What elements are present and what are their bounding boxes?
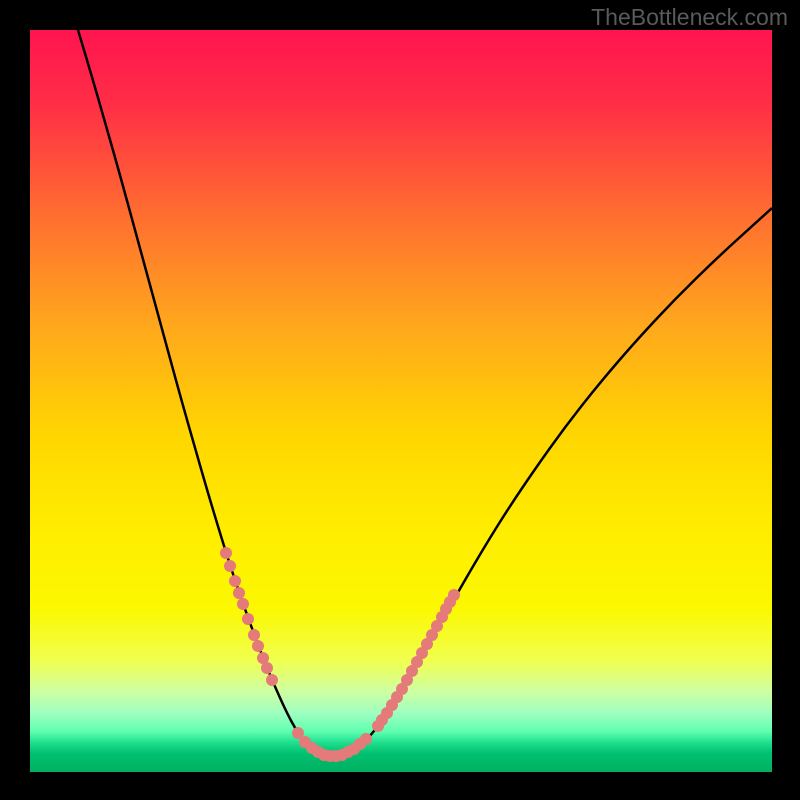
- marker-dot: [242, 613, 254, 625]
- marker-dot: [220, 547, 232, 559]
- marker-dots: [220, 547, 460, 762]
- marker-dot: [224, 560, 236, 572]
- marker-dot: [261, 662, 273, 674]
- marker-dot: [233, 587, 245, 599]
- marker-dot: [248, 629, 260, 641]
- marker-dot: [448, 589, 460, 601]
- curve-layer: [30, 30, 772, 772]
- marker-dot: [266, 674, 278, 686]
- watermark-text: TheBottleneck.com: [591, 4, 788, 31]
- plot-area: [30, 30, 772, 772]
- marker-dot: [360, 733, 372, 745]
- marker-dot: [237, 598, 249, 610]
- marker-dot: [229, 575, 241, 587]
- marker-dot: [252, 640, 264, 652]
